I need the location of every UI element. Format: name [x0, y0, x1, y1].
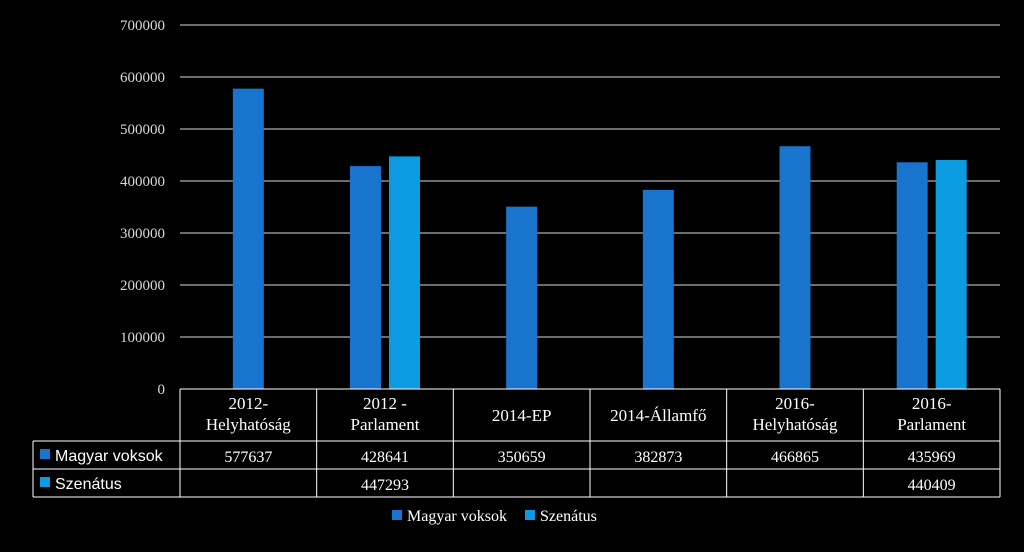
data-label: 466865 — [771, 449, 819, 466]
series-name: Magyar voksok — [55, 448, 164, 465]
series-name: Szenátus — [55, 476, 122, 493]
y-tick-label: 100000 — [120, 330, 165, 346]
legend-key — [524, 510, 535, 520]
bar-szenatus — [389, 156, 420, 389]
legend-key — [40, 449, 50, 459]
y-tick-label: 400000 — [120, 174, 165, 190]
category-label: Parlament — [897, 415, 966, 434]
data-label: 350659 — [498, 449, 546, 466]
category-label: 2016- — [912, 394, 952, 413]
data-label: 440409 — [908, 477, 956, 494]
category-label: 2014-EP — [492, 406, 552, 425]
data-label: 435969 — [908, 449, 956, 466]
category-label: 2012 - — [363, 394, 407, 413]
category-label: Parlament — [351, 415, 420, 434]
y-tick-label: 0 — [158, 382, 166, 398]
legend-key — [392, 510, 402, 520]
data-label: 382873 — [634, 449, 682, 466]
data-label: 447293 — [361, 477, 409, 494]
y-tick-label: 600000 — [120, 70, 165, 86]
category-label: 2012- — [228, 394, 268, 413]
y-tick-label: 500000 — [120, 122, 165, 138]
category-label: 2016- — [775, 394, 815, 413]
bar-magyar-voksok — [779, 146, 811, 389]
category-label: Helyhatóság — [753, 415, 838, 434]
bar-magyar-voksok — [642, 189, 674, 389]
data-label: 428641 — [361, 449, 409, 466]
bar-magyar-voksok — [350, 166, 381, 389]
legend-label: Szenátus — [540, 508, 597, 525]
y-tick-label: 700000 — [120, 18, 165, 34]
category-label: 2014-Államfő — [610, 406, 706, 425]
data-label: 577637 — [224, 449, 272, 466]
y-tick-label: 300000 — [120, 226, 165, 242]
bar-szenatus — [935, 159, 967, 389]
legend-key — [40, 477, 50, 487]
bar-magyar-voksok — [232, 88, 264, 390]
y-tick-label: 200000 — [120, 278, 165, 294]
legend-label: Magyar voksok — [407, 508, 507, 525]
bar-magyar-voksok — [506, 206, 538, 389]
bar-magyar-voksok — [896, 162, 928, 389]
category-label: Helyhatóság — [206, 415, 291, 434]
